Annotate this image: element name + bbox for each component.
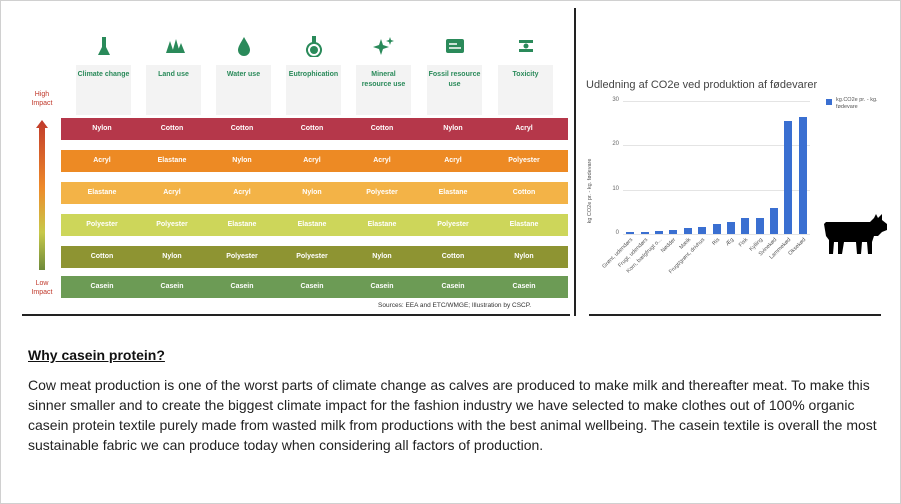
impact-row: Nylon Cotton Cotton Cotton Cotton Nylon Acryl <box>61 118 568 140</box>
material-cell: Casein <box>230 283 254 290</box>
category-header: Water use <box>216 65 271 115</box>
factory-icon <box>92 35 116 57</box>
category-header: Land use <box>146 65 201 115</box>
bar <box>798 116 807 234</box>
sources-note: Sources: EEA and ETC/WMGE; Illustration … <box>378 302 532 309</box>
bar <box>698 226 707 234</box>
impact-row: Acryl Elastane Nylon Acryl Acryl Acryl Polyest… <box>61 150 568 172</box>
material-cell: Cotton <box>160 125 184 132</box>
material-cell: Nylon <box>162 253 182 260</box>
material-cell: Casein <box>370 283 394 290</box>
material-cell: Casein <box>90 283 114 290</box>
toxic-icon <box>514 35 538 57</box>
material-cell: Acryl <box>303 157 321 164</box>
material-cell: Cotton <box>90 253 114 260</box>
impact-row: Cotton Nylon Polyester Polyester Nylon Cotton… <box>61 246 568 268</box>
bar <box>712 223 721 234</box>
body-paragraph: Cow meat production is one of the worst … <box>28 377 877 453</box>
impact-row: Elastane Acryl Acryl Nylon Polyester Elastane… <box>61 182 568 204</box>
bar <box>784 120 793 234</box>
gridline <box>623 234 810 235</box>
material-cell: Cotton <box>230 125 254 132</box>
flask-icon <box>302 35 326 58</box>
material-cell: Acryl <box>373 157 391 164</box>
material-cell: Polyester <box>86 221 118 228</box>
material-cell: Acryl <box>233 189 251 196</box>
material-cell: Polyester <box>296 253 328 260</box>
material-cell: Polyester <box>508 157 540 164</box>
category-header: Toxicity <box>498 65 553 115</box>
material-cell: Nylon <box>443 125 463 132</box>
material-cell: Polyester <box>366 189 398 196</box>
material-cell: Cotton <box>441 253 465 260</box>
material-cell: Acryl <box>515 125 533 132</box>
material-cell: Casein <box>441 283 465 290</box>
material-cell: Elastane <box>157 157 187 164</box>
gridline <box>623 189 810 191</box>
material-cell: Elastane <box>438 189 468 196</box>
bar <box>626 232 635 234</box>
material-cell: Polyester <box>226 253 258 260</box>
sparkle-icon <box>372 35 396 57</box>
impact-row: Polyester Polyester Elastane Elastane Elasta… <box>61 214 568 236</box>
material-cell: Nylon <box>372 253 392 260</box>
material-cell: Nylon <box>92 125 112 132</box>
chart-ylabel: kg CO2e pr. - kg. fødevare <box>587 158 593 224</box>
left-divider-line <box>22 314 570 316</box>
right-divider-line <box>589 314 881 316</box>
material-cell: Polyester <box>437 221 469 228</box>
material-cell: Elastane <box>297 221 327 228</box>
material-cell: Elastane <box>227 221 257 228</box>
legend-label: kg.CO2e pr. - kg. fødevare <box>836 97 878 110</box>
bar <box>755 217 764 234</box>
y-tick-label: 20 <box>612 141 619 148</box>
vertical-divider <box>574 8 576 316</box>
material-cell: Acryl <box>163 189 181 196</box>
material-cell: Nylon <box>514 253 534 260</box>
section-heading: Why casein protein? <box>28 347 165 363</box>
y-tick-label: 0 <box>615 230 619 236</box>
material-cell: Nylon <box>232 157 252 164</box>
category-header: Eutrophication <box>286 65 341 115</box>
bar <box>640 231 649 234</box>
material-cell: Cotton <box>512 189 536 196</box>
bar <box>726 221 735 234</box>
y-tick-label: 30 <box>612 97 619 103</box>
material-cell: Elastane <box>509 221 539 228</box>
impact-row: Casein Casein Casein Casein Casein Casein Case… <box>61 276 568 298</box>
bar <box>741 218 750 234</box>
material-cell: Cotton <box>300 125 324 132</box>
legend-swatch <box>826 99 832 105</box>
material-cell: Casein <box>300 283 324 290</box>
gridline <box>623 145 810 147</box>
impact-gradient-arrow <box>36 120 48 270</box>
category-header: Fossil resource use <box>427 65 482 115</box>
material-cell: Elastane <box>367 221 397 228</box>
material-cell: Casein <box>512 283 536 290</box>
bar <box>683 227 692 234</box>
category-header: Climate change <box>76 65 131 115</box>
bar <box>770 208 779 234</box>
material-cell: Casein <box>160 283 184 290</box>
gridline <box>623 101 810 102</box>
bar <box>654 230 663 234</box>
material-cell: Polyester <box>156 221 188 228</box>
high-impact-label: High Impact <box>31 91 53 107</box>
oil-pump-icon <box>443 35 467 57</box>
chart-title: Udledning af CO2e ved produktion af føde… <box>586 79 818 91</box>
material-cell: Acryl <box>93 157 111 164</box>
material-cell: Nylon <box>302 189 322 196</box>
material-cell: Cotton <box>370 125 394 132</box>
low-impact-label: Low Impact <box>31 280 53 296</box>
water-drop-icon <box>232 35 256 57</box>
cow-icon <box>824 212 888 261</box>
material-cell: Elastane <box>87 189 117 196</box>
material-cell: Acryl <box>444 157 462 164</box>
trees-icon <box>162 35 186 57</box>
category-header: Mineral resource use <box>356 65 411 115</box>
bar <box>669 230 678 234</box>
y-tick-label: 10 <box>612 185 619 192</box>
